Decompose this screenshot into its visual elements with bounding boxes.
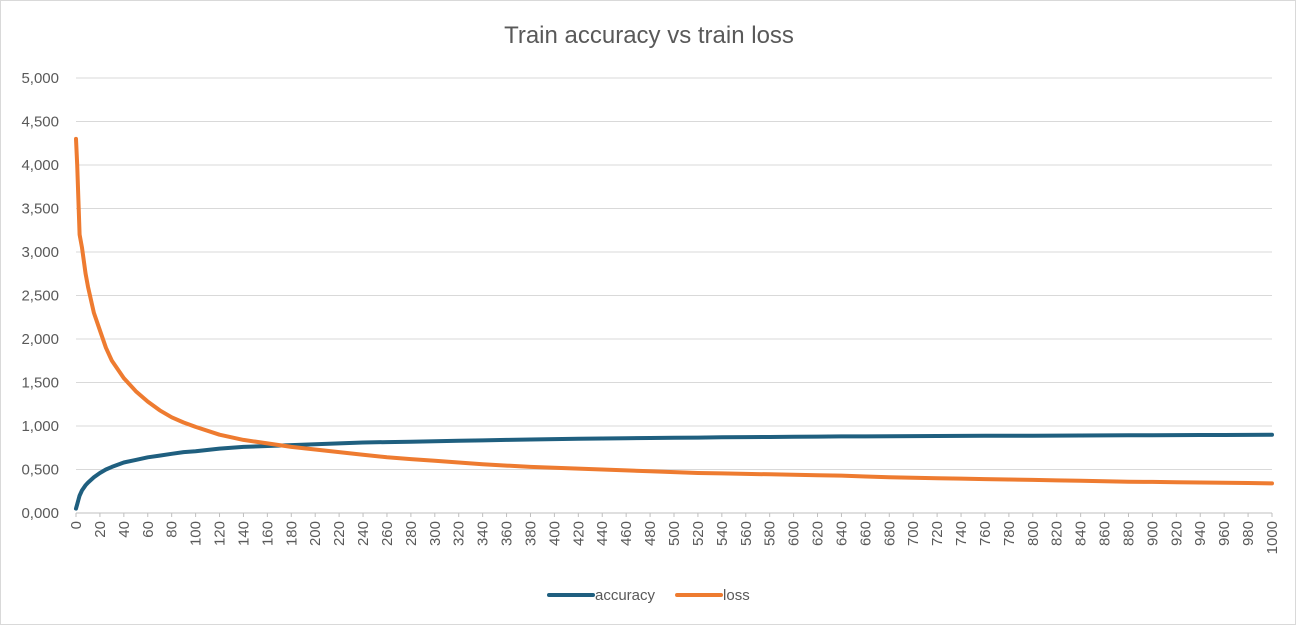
series-line-accuracy [74, 432, 1274, 511]
x-tick-label: 560 [738, 521, 755, 546]
x-tick-label: 360 [499, 521, 516, 546]
legend-label-accuracy: accuracy [595, 587, 656, 604]
x-tick-label: 600 [786, 521, 803, 546]
x-tick-label: 480 [642, 521, 659, 546]
x-tick-label: 720 [929, 521, 946, 546]
x-tick-label: 640 [833, 521, 850, 546]
x-tick-label: 400 [546, 521, 563, 546]
x-tick-label: 520 [690, 521, 707, 546]
y-tick-label: 1,500 [21, 375, 59, 392]
x-tick-label: 460 [618, 521, 635, 546]
x-tick-label: 0 [68, 521, 85, 529]
series-line-loss [74, 136, 1274, 486]
x-tick-label: 120 [212, 521, 229, 546]
x-tick-label: 100 [188, 521, 205, 546]
y-tick-label: 5,000 [21, 70, 59, 87]
legend: accuracy loss [547, 587, 750, 604]
x-tick-label: 960 [1216, 521, 1233, 546]
x-tick-label: 60 [140, 521, 157, 538]
x-tick-label: 160 [259, 521, 276, 546]
x-tick-label: 220 [331, 521, 348, 546]
x-tick-label: 860 [1097, 521, 1114, 546]
x-tick-label: 820 [1049, 521, 1066, 546]
x-tick-label: 800 [1025, 521, 1042, 546]
x-tick-label: 580 [762, 521, 779, 546]
x-tick-label: 700 [905, 521, 922, 546]
y-tick-label: 4,000 [21, 157, 59, 174]
x-tick-label: 40 [116, 521, 133, 538]
x-tick-label: 260 [379, 521, 396, 546]
x-tick-label: 300 [427, 521, 444, 546]
chart-title: Train accuracy vs train loss [504, 22, 794, 49]
y-tick-label: 1,000 [21, 418, 59, 435]
y-tick-label: 3,500 [21, 201, 59, 218]
x-tick-label: 920 [1168, 521, 1185, 546]
y-tick-label: 4,500 [21, 114, 59, 131]
x-axis-ticks: 0 20 40 60 80 100 120 140 160 180 200 220 240 260 280 3… [68, 513, 1281, 554]
x-tick-label: 240 [355, 521, 372, 546]
x-tick-label: 500 [666, 521, 683, 546]
x-tick-label: 740 [953, 521, 970, 546]
x-tick-label: 200 [307, 521, 324, 546]
y-tick-label: 0,000 [21, 505, 59, 522]
x-tick-label: 880 [1120, 521, 1137, 546]
series-lines [74, 136, 1274, 511]
x-tick-label: 80 [164, 521, 181, 538]
y-tick-label: 0,500 [21, 462, 59, 479]
x-tick-label: 340 [475, 521, 492, 546]
x-tick-label: 540 [714, 521, 731, 546]
x-tick-label: 900 [1144, 521, 1161, 546]
y-tick-label: 2,500 [21, 288, 59, 305]
y-tick-label: 2,000 [21, 331, 59, 348]
x-tick-label: 420 [570, 521, 587, 546]
x-tick-label: 20 [92, 521, 109, 538]
y-axis-ticks: 0,000 0,500 1,000 1,500 2,000 2,500 3,000 3,500… [21, 70, 59, 522]
x-tick-label: 980 [1240, 521, 1257, 546]
x-tick-label: 680 [881, 521, 898, 546]
y-tick-label: 3,000 [21, 244, 59, 261]
x-tick-label: 320 [451, 521, 468, 546]
x-tick-label: 440 [594, 521, 611, 546]
x-tick-label: 760 [977, 521, 994, 546]
gridlines [76, 77, 1272, 514]
x-tick-label: 660 [857, 521, 874, 546]
x-tick-label: 180 [283, 521, 300, 546]
x-tick-label: 280 [403, 521, 420, 546]
x-tick-label: 140 [235, 521, 252, 546]
x-tick-label: 620 [810, 521, 827, 546]
x-tick-label: 780 [1001, 521, 1018, 546]
x-tick-label: 1000 [1264, 521, 1281, 554]
legend-label-loss: loss [723, 587, 750, 604]
x-tick-label: 840 [1073, 521, 1090, 546]
x-tick-label: 380 [522, 521, 539, 546]
x-tick-label: 940 [1192, 521, 1209, 546]
